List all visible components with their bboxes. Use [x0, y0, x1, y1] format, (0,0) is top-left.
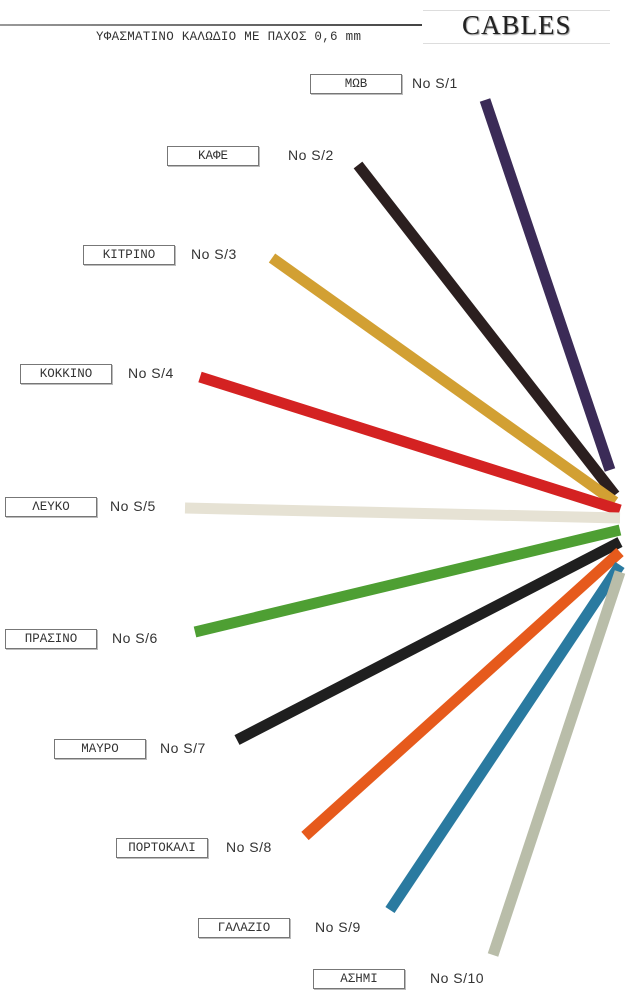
cable-code: No S/6 [112, 630, 158, 646]
cable-code: No S/2 [288, 147, 334, 163]
cable-color-label: ΠΡΑΣΙΝΟ [5, 629, 97, 649]
cable-color-label: ΛΕΥΚΟ [5, 497, 97, 517]
cable-code: No S/1 [412, 75, 458, 91]
cable-3 [268, 253, 619, 507]
cable-code: No S/4 [128, 365, 174, 381]
page-title: CABLES [462, 10, 572, 40]
cable-color-label: ΑΣΗΜΙ [313, 969, 405, 989]
cable-color-label: ΓΑΛΑΖΙΟ [198, 918, 290, 938]
cable-10 [487, 570, 626, 957]
cable-code: No S/3 [191, 246, 237, 262]
subtitle: ΥΦΑΣΜΑΤΙΝΟ ΚΑΛΩΔΙΟ ΜΕ ΠΑΧΟΣ 0,6 mm [96, 30, 362, 44]
header-rule [0, 24, 422, 26]
cable-6 [193, 524, 622, 638]
cable-color-label: ΜΑΥΡΟ [54, 739, 146, 759]
cable-code: No S/7 [160, 740, 206, 756]
cable-code: No S/10 [430, 970, 485, 986]
cable-1 [479, 98, 616, 472]
cable-5 [184, 502, 621, 524]
cable-9 [385, 561, 625, 914]
cable-7 [234, 537, 623, 745]
cable-4 [198, 371, 622, 516]
cable-code: No S/9 [315, 919, 361, 935]
cable-code: No S/8 [226, 839, 272, 855]
cable-color-label: ΠΟΡΤΟΚΑΛΙ [116, 838, 208, 858]
cable-color-label: ΜΩΒ [310, 74, 402, 94]
cable-8 [301, 547, 624, 841]
cable-color-label: ΚΙΤΡΙΝΟ [83, 245, 175, 265]
cable-color-label: ΚΟΚΚΙΝΟ [20, 364, 112, 384]
cable-2 [353, 161, 620, 499]
title-box [423, 10, 610, 44]
cable-code: No S/5 [110, 498, 156, 514]
cable-color-label: ΚΑΦΕ [167, 146, 259, 166]
